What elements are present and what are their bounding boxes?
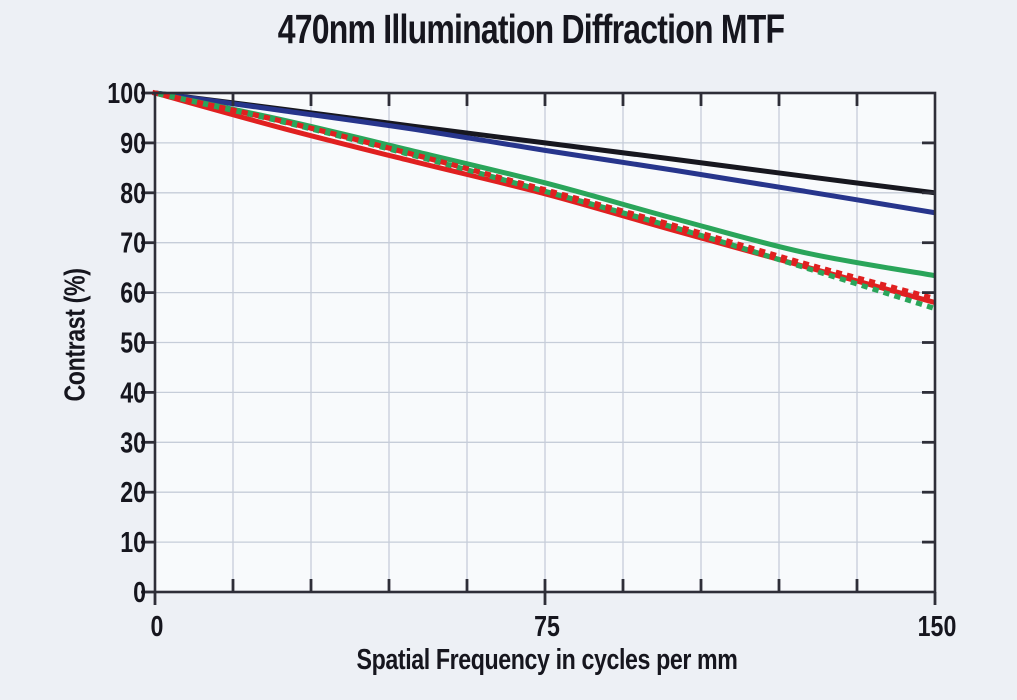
y-tick-label: 20: [120, 476, 146, 509]
series-blue-solid: [154, 90, 936, 216]
x-tick-label: 150: [918, 609, 957, 642]
y-tick-label: 100: [107, 76, 146, 109]
x-tick-label: 75: [534, 609, 560, 642]
y-tick-label: 50: [120, 326, 146, 359]
x-axis-title: Spatial Frequency in cycles per mm: [309, 644, 785, 677]
y-tick-label: 80: [120, 176, 146, 209]
y-tick-label: 10: [120, 526, 146, 559]
x-axis-title-text: Spatial Frequency in cycles per mm: [356, 644, 738, 676]
x-tick-label: 0: [151, 609, 164, 642]
series-red-dotted: [151, 89, 939, 302]
y-tick-label: 60: [120, 276, 146, 309]
y-tick-label: 90: [120, 126, 146, 159]
chart-title-text: 470nm Illumination Diffraction MTF: [277, 6, 785, 52]
y-tick-label: 30: [120, 426, 146, 459]
y-tick-label: 40: [120, 376, 146, 409]
y-tick-label: 0: [133, 575, 146, 608]
y-tick-label: 70: [120, 226, 146, 259]
chart-title: 470nm Illumination Diffraction MTF: [206, 6, 855, 53]
